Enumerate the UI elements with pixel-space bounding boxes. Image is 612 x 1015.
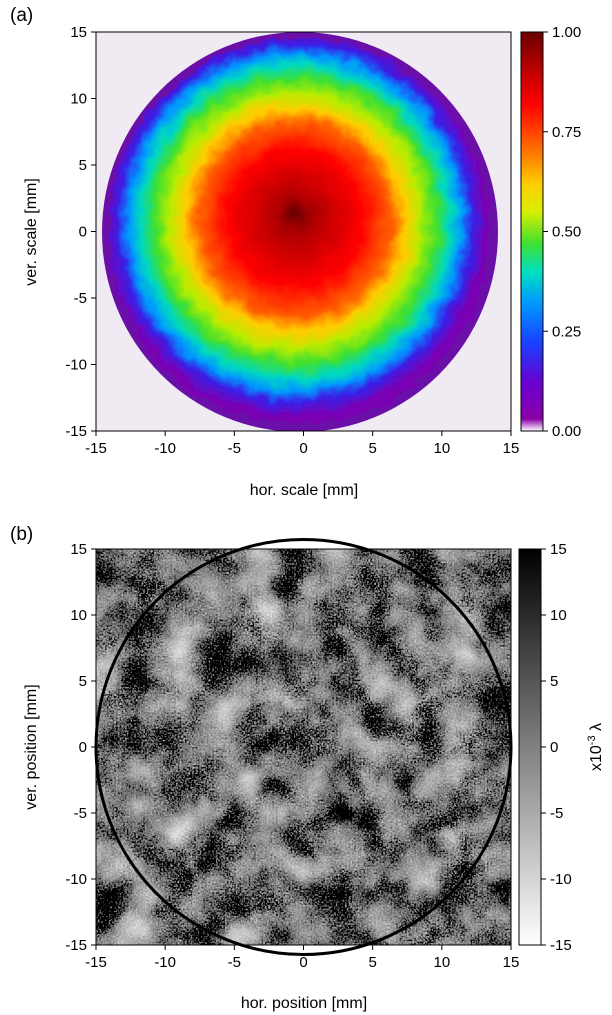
panel-a-label: (a) — [10, 5, 33, 26]
y-tick-label: -15 — [65, 937, 87, 954]
y-tick-label: -15 — [65, 423, 87, 440]
colorbar-a — [520, 31, 544, 432]
heatmap-a-y-axis: 15 10 5 0 -5 -10 -15 — [65, 24, 96, 440]
x-tick-label: -15 — [85, 440, 107, 457]
x-tick-label: 10 — [433, 954, 450, 971]
y-tick-label: 15 — [70, 24, 87, 41]
y-tick-label: -5 — [74, 805, 87, 822]
x-tick-label: 0 — [299, 954, 307, 971]
y-tick-label: 15 — [70, 541, 87, 558]
x-tick-label: 5 — [368, 954, 376, 971]
colorbar-tick-label: 0.00 — [552, 423, 581, 440]
colorbar-b-axis: 15 10 5 0 -5 -10 -15 — [541, 541, 572, 954]
heatmap-b-y-axis: 15 10 5 0 -5 -10 -15 — [65, 541, 96, 954]
heatmap-a-x-title: hor. scale [mm] — [250, 482, 358, 499]
x-tick-label: -5 — [228, 440, 241, 457]
heatmap-b-field — [96, 549, 511, 945]
colorbar-b — [518, 548, 542, 946]
colorbar-tick-label: 0 — [550, 739, 558, 756]
x-tick-label: -10 — [154, 440, 176, 457]
heatmap-b-x-title: hor. position [mm] — [241, 995, 367, 1012]
colorbar-b-title-suffix: λ — [588, 723, 605, 735]
colorbar-tick-label: -15 — [550, 937, 572, 954]
y-tick-label: -5 — [74, 290, 87, 307]
x-tick-label: 15 — [503, 440, 520, 457]
colorbar-tick-label: -5 — [550, 805, 563, 822]
colorbar-a-axis: 1.00 0.75 0.50 0.25 0.00 — [543, 24, 581, 440]
colorbar-tick-label: 0.25 — [552, 323, 581, 340]
colorbar-b-title-prefix: x10 — [588, 745, 605, 771]
colorbar-b-title-exponent: -3 — [586, 735, 598, 745]
x-tick-label: 5 — [368, 440, 376, 457]
panel-a: (a) — [10, 5, 581, 499]
colorbar-tick-label: -10 — [550, 871, 572, 888]
y-tick-label: -10 — [65, 871, 87, 888]
heatmap-a-y-title: ver. scale [mm] — [23, 178, 40, 286]
x-tick-label: 15 — [503, 954, 520, 971]
colorbar-tick-label: 1.00 — [552, 24, 581, 41]
y-tick-label: 0 — [79, 739, 87, 756]
y-tick-label: 10 — [70, 91, 87, 108]
y-tick-label: -10 — [65, 357, 87, 374]
x-tick-label: 0 — [299, 440, 307, 457]
colorbar-tick-label: 0.75 — [552, 124, 581, 141]
x-tick-label: -5 — [228, 954, 241, 971]
panel-b-label: (b) — [10, 524, 33, 545]
colorbar-tick-label: 5 — [550, 673, 558, 690]
heatmap-a-x-axis: -15 -10 -5 0 5 10 15 — [85, 431, 519, 457]
heatmap-b-x-axis: -15 -10 -5 0 5 10 15 — [85, 945, 519, 971]
x-tick-label: -15 — [85, 954, 107, 971]
beam-profile — [108, 38, 490, 424]
y-tick-label: 5 — [79, 157, 87, 174]
colorbar-tick-label: 10 — [550, 607, 567, 624]
x-tick-label: -10 — [154, 954, 176, 971]
y-tick-label: 10 — [70, 607, 87, 624]
heatmap-a-field — [102, 32, 498, 431]
heatmap-b-y-title: ver. position [mm] — [23, 684, 40, 809]
x-tick-label: 10 — [433, 440, 450, 457]
colorbar-b-title: x10-3 λ — [586, 723, 605, 771]
colorbar-tick-label: 0.50 — [552, 224, 581, 241]
colorbar-tick-label: 15 — [550, 541, 567, 558]
y-tick-label: 0 — [79, 224, 87, 241]
y-tick-label: 5 — [79, 673, 87, 690]
